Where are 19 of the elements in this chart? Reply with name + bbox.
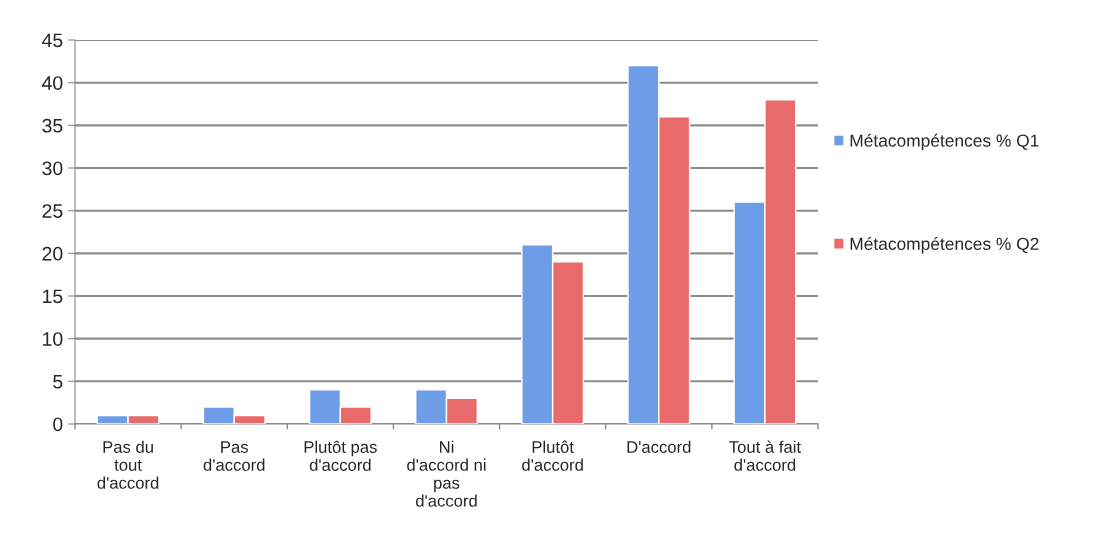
y-tick-label: 30 [42,161,63,176]
y-tick-label: 20 [42,246,63,261]
y-tick-label: 25 [42,204,63,218]
y-tick-label: 35 [42,118,63,133]
x-tick-label: D'accord [627,440,691,453]
y-tick-label: 10 [43,332,63,346]
legend-label: Métacompétences % Q1 [850,133,1039,151]
x-tick-label: Ni d'accord ni pas d'accord [407,440,486,507]
x-tick-label: Plutôt pas d'accord [304,440,377,471]
x-tick-label: Plutôt d'accord [522,440,583,471]
x-tick-label: Pas d'accord [203,441,265,471]
y-tick-label: 5 [53,375,63,389]
legend-label: Métacompétences % Q2 [850,237,1039,254]
x-tick-label: Pas du tout d'accord [97,440,159,489]
y-tick-label: 0 [53,417,63,432]
x-tick-label: Tout à fait d'accord [729,440,801,471]
y-tick-label: 45 [42,33,63,48]
y-tick-label: 15 [43,289,63,304]
y-tick-label: 40 [42,76,63,90]
